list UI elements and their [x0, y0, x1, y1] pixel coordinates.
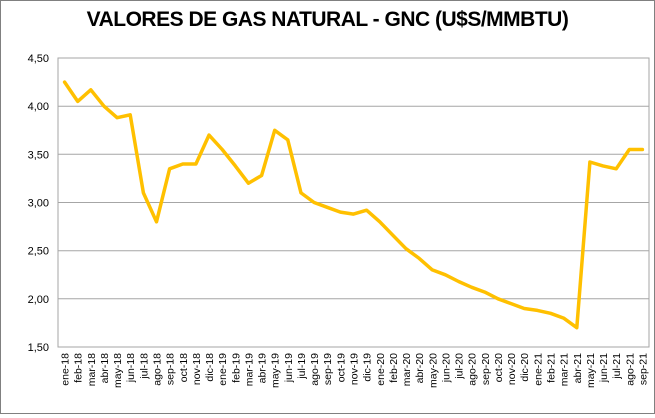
x-axis-tick-label: may-21: [585, 353, 597, 388]
x-axis-tick-label: ago-19: [309, 353, 321, 386]
x-axis-tick-label: dic-20: [519, 353, 531, 382]
y-axis-tick-label: 4,50: [28, 53, 49, 65]
x-axis-tick-label: mar-18: [86, 353, 98, 386]
x-axis-tick-label: sep-18: [165, 353, 177, 385]
x-axis-tick-label: jul-20: [454, 353, 466, 380]
y-axis-tick-label: 1,50: [28, 342, 49, 354]
x-axis-tick-label: oct-20: [493, 353, 505, 382]
x-axis-tick-label: abr-18: [99, 353, 111, 384]
x-axis-tick-label: oct-19: [335, 353, 347, 382]
x-axis-tick-label: ago-18: [152, 353, 164, 386]
x-axis-tick-label: jul-18: [138, 353, 150, 380]
x-axis-tick-label: jun-20: [440, 353, 452, 383]
x-axis-tick-label: nov-20: [506, 353, 518, 385]
x-axis-tick-label: abr-20: [414, 353, 426, 384]
x-axis-tick-label: feb-20: [388, 353, 400, 383]
x-axis-tick-label: nov-19: [349, 353, 361, 385]
x-axis-tick-label: may-18: [112, 353, 124, 388]
x-axis-tick-label: feb-21: [546, 353, 558, 383]
series-line: [62, 80, 645, 330]
x-axis-tick-label: may-19: [270, 353, 282, 388]
x-axis-tick-label: sep-20: [480, 353, 492, 385]
x-axis-tick-label: jun-21: [598, 353, 610, 383]
x-axis-tick-label: ago-21: [624, 353, 636, 386]
x-axis-tick-label: mar-19: [243, 353, 255, 386]
x-axis-tick-label: ene-19: [217, 353, 229, 386]
y-axis-tick-label: 3,00: [28, 198, 49, 210]
x-axis-tick-label: ene-21: [532, 353, 544, 386]
x-axis-tick-label: abr-19: [257, 353, 269, 384]
plot-border: [57, 57, 650, 348]
x-axis-tick-label: ene-18: [60, 353, 72, 386]
x-axis-tick-label: mar-20: [401, 353, 413, 386]
y-axis-tick-label: 3,50: [28, 149, 49, 161]
x-axis-tick-label: mar-21: [559, 353, 571, 386]
x-axis-tick-label: nov-18: [191, 353, 203, 385]
x-axis-tick-label: ago-20: [467, 353, 479, 386]
x-axis-tick-label: jun-18: [125, 353, 137, 383]
x-axis-tick-label: jun-19: [283, 353, 295, 383]
x-axis-tick-label: feb-19: [230, 353, 242, 383]
x-axis-tick-label: oct-18: [178, 353, 190, 382]
x-axis-tick-label: jul-19: [296, 353, 308, 380]
x-axis-tick-label: abr-21: [572, 353, 584, 384]
x-axis-tick-label: may-20: [427, 353, 439, 388]
y-axis-tick-label: 4,00: [28, 101, 49, 113]
chart-title: VALORES DE GAS NATURAL - GNC (U$S/MMBTU): [86, 8, 569, 31]
x-axis-tick-label: ene-20: [375, 353, 387, 386]
y-axis-tick-label: 2,50: [28, 246, 49, 258]
x-axis-tick-label: dic-18: [204, 353, 216, 382]
x-axis-tick-label: feb-18: [73, 353, 85, 383]
x-axis-tick-label: sep-21: [637, 353, 649, 385]
y-axis-tick-label: 2,00: [28, 294, 49, 306]
x-axis-tick-label: sep-19: [322, 353, 334, 385]
x-axis-tick-label: dic-19: [362, 353, 374, 382]
x-axis-tick-label: jul-21: [611, 353, 623, 380]
